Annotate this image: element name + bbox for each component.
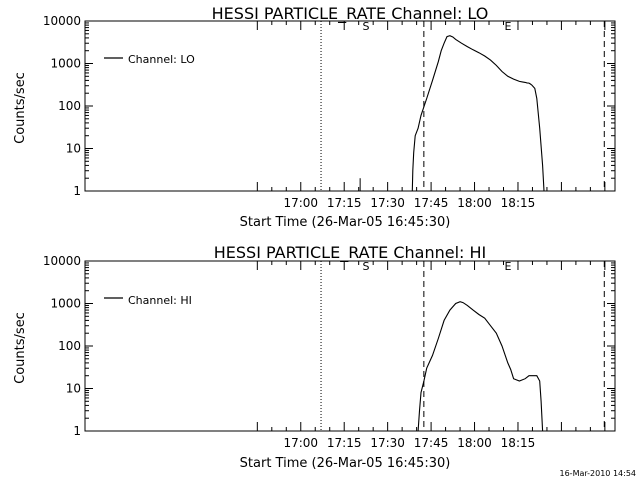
data-line	[411, 35, 545, 192]
x-tick-label: 18:00	[457, 436, 492, 450]
y-tick-label: 100	[58, 99, 81, 113]
x-tick-label: 18:15	[501, 196, 536, 210]
x-axis-label: Start Time (26-Mar-05 16:45:30)	[240, 215, 451, 230]
y-axis-label: Counts/sec	[13, 72, 28, 144]
start-marker: S	[363, 20, 370, 33]
y-tick-label: 10000	[43, 14, 81, 28]
y-tick-label: 100	[58, 339, 81, 353]
x-tick-label: 17:45	[414, 196, 449, 210]
x-tick-label: 17:30	[370, 196, 405, 210]
panel-channel-hi: HESSI PARTICLE_RATE Channel: HI Start Ti…	[13, 243, 616, 471]
data-line	[417, 301, 544, 432]
x-tick-label: 17:15	[327, 196, 362, 210]
x-tick-label: 17:15	[327, 436, 362, 450]
x-tick-label: 17:45	[414, 436, 449, 450]
x-axis-label: Start Time (26-Mar-05 16:45:30)	[240, 456, 451, 471]
y-tick-label: 1	[73, 184, 81, 198]
y-tick-label: 10000	[43, 254, 81, 268]
x-tick-label: 17:00	[283, 196, 318, 210]
end-marker: E	[505, 20, 512, 33]
x-tick-label: 18:00	[457, 196, 492, 210]
y-axis-label: Counts/sec	[13, 312, 28, 384]
x-tick-label: 18:15	[501, 436, 536, 450]
y-tick-label: 10	[66, 142, 81, 156]
start-marker: S	[363, 260, 370, 273]
plot-frame	[84, 260, 616, 432]
panel-channel-lo: HESSI PARTICLE_RATE Channel: LO Start Ti…	[13, 4, 616, 230]
plot-timestamp: 16-Mar-2010 14:54	[560, 469, 637, 478]
x-tick-label: 17:00	[283, 436, 318, 450]
plot-frame	[84, 20, 616, 192]
y-tick-label: 1000	[50, 57, 81, 71]
end-marker: E	[505, 260, 512, 273]
legend-label: Channel: HI	[128, 294, 192, 307]
y-tick-label: 1000	[50, 297, 81, 311]
y-tick-label: 10	[66, 382, 81, 396]
chart-title: HESSI PARTICLE_RATE Channel: HI	[214, 243, 487, 263]
x-tick-label: 17:30	[370, 436, 405, 450]
y-tick-label: 1	[73, 424, 81, 438]
chart-title: HESSI PARTICLE_RATE Channel: LO	[212, 4, 489, 24]
legend-label: Channel: LO	[128, 53, 195, 66]
